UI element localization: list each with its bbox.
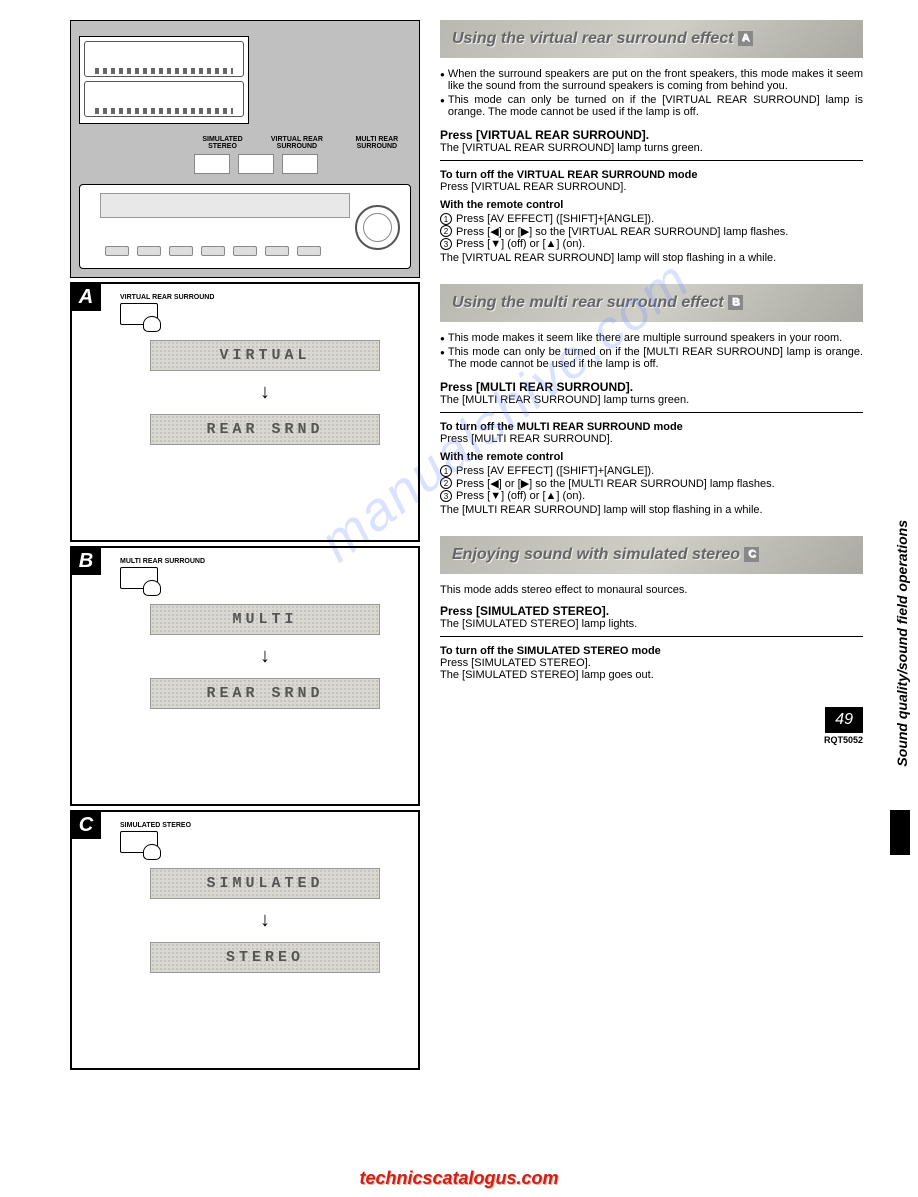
intro-text: This mode adds stereo effect to monaural…: [440, 584, 863, 596]
lcd-display: REAR SRND: [150, 678, 380, 709]
press-instruction: Press [SIMULATED STEREO].: [440, 604, 863, 618]
section-letter-badge: B: [728, 295, 743, 310]
device-overview: SIMULATED STEREO VIRTUAL REAR SURROUND M…: [70, 20, 420, 278]
numbered-step: 1Press [AV EFFECT] ([SHIFT]+[ANGLE]).: [440, 465, 863, 477]
remote-note: The [MULTI REAR SURROUND] lamp will stop…: [440, 504, 863, 516]
remote-heading: With the remote control: [440, 451, 863, 463]
page-number: 49: [825, 707, 863, 733]
mini-button: [194, 154, 230, 174]
button-label-virtual: VIRTUAL REAR SURROUND: [259, 136, 335, 150]
turnoff-note: The [SIMULATED STEREO] lamp goes out.: [440, 669, 863, 681]
section-title: Using the multi rear surround effect: [452, 294, 724, 311]
turnoff-heading: To turn off the VIRTUAL REAR SURROUND mo…: [440, 169, 863, 181]
section-letter-badge: A: [738, 31, 753, 46]
button-label: MULTI REAR SURROUND: [120, 558, 410, 565]
divider: [440, 636, 863, 637]
turnoff-heading: To turn off the MULTI REAR SURROUND mode: [440, 421, 863, 433]
bullet-text: This mode makes it seem like there are m…: [440, 332, 863, 344]
panel-letter: C: [71, 811, 101, 839]
arrow-down-icon: ↓: [120, 645, 410, 668]
instruction-sub: Press [SIMULATED STEREO].: [440, 657, 863, 669]
press-button-icon: [120, 567, 158, 589]
instruction-sub: Press [VIRTUAL REAR SURROUND].: [440, 181, 863, 193]
lcd-display: STEREO: [150, 942, 380, 973]
numbered-step: 3Press [▼] (off) or [▲] (on).: [440, 238, 863, 250]
button-label: SIMULATED STEREO: [120, 822, 410, 829]
side-marker: [890, 810, 910, 855]
bullet-text: This mode can only be turned on if the […: [440, 346, 863, 370]
panel-letter: A: [71, 283, 101, 311]
mini-button: [282, 154, 318, 174]
side-tab-label: Sound quality/sound field operations: [894, 520, 910, 767]
instruction-sub: Press [MULTI REAR SURROUND].: [440, 433, 863, 445]
instruction-sub: The [VIRTUAL REAR SURROUND] lamp turns g…: [440, 142, 863, 154]
numbered-step: 2Press [◀] or [▶] so the [VIRTUAL REAR S…: [440, 225, 863, 238]
section-title: Enjoying sound with simulated stereo: [452, 546, 740, 563]
section-title: Using the virtual rear surround effect: [452, 30, 734, 47]
section-header-stereo: Enjoying sound with simulated stereo C: [440, 536, 863, 574]
lcd-display: REAR SRND: [150, 414, 380, 445]
right-column: Using the virtual rear surround effect A…: [420, 20, 888, 1150]
bullet-text: When the surround speakers are put on th…: [440, 68, 863, 92]
press-button-icon: [120, 303, 158, 325]
divider: [440, 160, 863, 161]
panel-a: A VIRTUAL REAR SURROUND VIRTUAL ↓ REAR S…: [70, 282, 420, 542]
mini-button: [238, 154, 274, 174]
panel-c: C SIMULATED STEREO SIMULATED ↓ STEREO: [70, 810, 420, 1070]
instruction-sub: The [SIMULATED STEREO] lamp lights.: [440, 618, 863, 630]
lcd-display: MULTI: [150, 604, 380, 635]
stereo-system-image: [79, 36, 249, 124]
numbered-step: 3Press [▼] (off) or [▲] (on).: [440, 490, 863, 502]
bullet-text: This mode can only be turned on if the […: [440, 94, 863, 118]
instruction-sub: The [MULTI REAR SURROUND] lamp turns gre…: [440, 394, 863, 406]
panel-b: B MULTI REAR SURROUND MULTI ↓ REAR SRND: [70, 546, 420, 806]
document-code: RQT5052: [824, 735, 863, 745]
section-header-virtual: Using the virtual rear surround effect A: [440, 20, 863, 58]
press-instruction: Press [MULTI REAR SURROUND].: [440, 380, 863, 394]
press-instruction: Press [VIRTUAL REAR SURROUND].: [440, 128, 863, 142]
section-letter-badge: C: [744, 547, 759, 562]
left-column: SIMULATED STEREO VIRTUAL REAR SURROUND M…: [70, 20, 420, 1150]
panel-letter: B: [71, 547, 101, 575]
arrow-down-icon: ↓: [120, 909, 410, 932]
lcd-display: SIMULATED: [150, 868, 380, 899]
remote-heading: With the remote control: [440, 199, 863, 211]
numbered-step: 2Press [◀] or [▶] so the [MULTI REAR SUR…: [440, 477, 863, 490]
press-button-icon: [120, 831, 158, 853]
button-label-simulated: SIMULATED STEREO: [194, 136, 251, 150]
watermark-bottom: technicscatalogus.com: [0, 1160, 918, 1197]
button-label-multi: MULTI REAR SURROUND: [343, 136, 411, 150]
numbered-step: 1Press [AV EFFECT] ([SHIFT]+[ANGLE]).: [440, 213, 863, 225]
turnoff-heading: To turn off the SIMULATED STEREO mode: [440, 645, 863, 657]
arrow-down-icon: ↓: [120, 381, 410, 404]
divider: [440, 412, 863, 413]
button-label: VIRTUAL REAR SURROUND: [120, 294, 410, 301]
lcd-display: VIRTUAL: [150, 340, 380, 371]
remote-note: The [VIRTUAL REAR SURROUND] lamp will st…: [440, 252, 863, 264]
receiver-image: [79, 184, 411, 269]
section-header-multi: Using the multi rear surround effect B: [440, 284, 863, 322]
